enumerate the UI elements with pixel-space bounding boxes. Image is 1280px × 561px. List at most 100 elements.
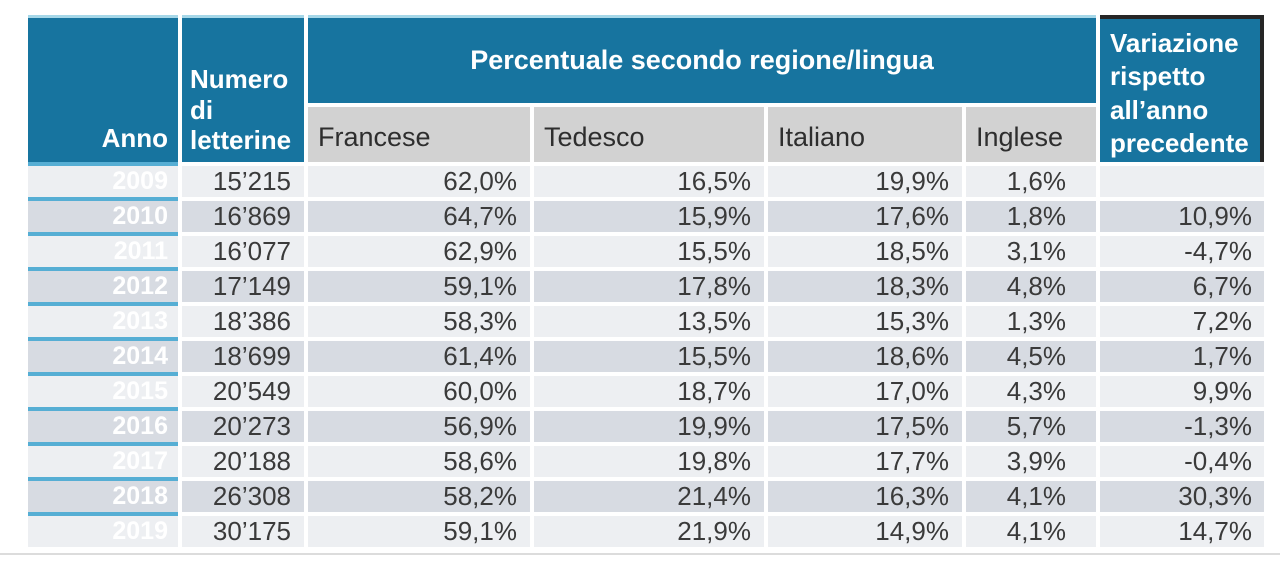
inglese-cell: 1,8%: [966, 201, 1096, 232]
year-cell: 2011: [28, 236, 178, 267]
italiano-cell: 17,7%: [768, 446, 962, 477]
numero-cell: 18’386: [182, 306, 304, 337]
header-numero-di-letterine: Numero di letterine: [182, 15, 304, 162]
francese-cell: 64,7%: [308, 201, 530, 232]
tedesco-cell: 16,5%: [534, 166, 764, 197]
variazione-cell: -0,4%: [1100, 446, 1264, 477]
numero-cell: 18’699: [182, 341, 304, 372]
italiano-cell: 14,9%: [768, 516, 962, 547]
year-cell: 2017: [28, 446, 178, 477]
inglese-cell: 4,1%: [966, 516, 1096, 547]
tedesco-cell: 15,5%: [534, 236, 764, 267]
francese-cell: 59,1%: [308, 516, 530, 547]
table-row-2012: 2012 17’149 59,1% 17,8% 18,3% 4,8% 6,7%: [28, 271, 1264, 302]
inglese-cell: 4,5%: [966, 341, 1096, 372]
italiano-cell: 17,5%: [768, 411, 962, 442]
header-lang-italiano: Italiano: [768, 107, 962, 162]
tedesco-cell: 21,4%: [534, 481, 764, 512]
numero-cell: 20’188: [182, 446, 304, 477]
tedesco-cell: 15,5%: [534, 341, 764, 372]
inglese-cell: 3,9%: [966, 446, 1096, 477]
francese-cell: 56,9%: [308, 411, 530, 442]
variazione-cell: 7,2%: [1100, 306, 1264, 337]
table-row-2009: 2009 15’215 62,0% 16,5% 19,9% 1,6%: [28, 166, 1264, 197]
variazione-cell: 10,9%: [1100, 201, 1264, 232]
francese-cell: 61,4%: [308, 341, 530, 372]
bottom-divider: [0, 553, 1280, 555]
numero-cell: 20’273: [182, 411, 304, 442]
table-row-2010: 2010 16’869 64,7% 15,9% 17,6% 1,8% 10,9%: [28, 201, 1264, 232]
italiano-cell: 17,0%: [768, 376, 962, 407]
variazione-cell: 30,3%: [1100, 481, 1264, 512]
year-cell: 2012: [28, 271, 178, 302]
table-row-2013: 2013 18’386 58,3% 13,5% 15,3% 1,3% 7,2%: [28, 306, 1264, 337]
table-row-2011: 2011 16’077 62,9% 15,5% 18,5% 3,1% -4,7%: [28, 236, 1264, 267]
francese-cell: 58,2%: [308, 481, 530, 512]
inglese-cell: 4,3%: [966, 376, 1096, 407]
header-lang-francese: Francese: [308, 107, 530, 162]
numero-cell: 26’308: [182, 481, 304, 512]
variazione-cell: -1,3%: [1100, 411, 1264, 442]
numero-cell: 16’869: [182, 201, 304, 232]
francese-cell: 59,1%: [308, 271, 530, 302]
variazione-cell: 14,7%: [1100, 516, 1264, 547]
table-row-2015: 2015 20’549 60,0% 18,7% 17,0% 4,3% 9,9%: [28, 376, 1264, 407]
numero-cell: 16’077: [182, 236, 304, 267]
header-percentuale-group: Percentuale secondo regione/lingua: [308, 15, 1096, 103]
year-cell: 2013: [28, 306, 178, 337]
francese-cell: 60,0%: [308, 376, 530, 407]
numero-cell: 20’549: [182, 376, 304, 407]
inglese-cell: 3,1%: [966, 236, 1096, 267]
table-body: 2009 15’215 62,0% 16,5% 19,9% 1,6% 2010 16’869 6…: [28, 166, 1264, 547]
year-cell: 2010: [28, 201, 178, 232]
italiano-cell: 15,3%: [768, 306, 962, 337]
numero-cell: 30’175: [182, 516, 304, 547]
year-cell: 2019: [28, 516, 178, 547]
year-cell: 2014: [28, 341, 178, 372]
variazione-cell: 1,7%: [1100, 341, 1264, 372]
numero-cell: 15’215: [182, 166, 304, 197]
inglese-cell: 4,8%: [966, 271, 1096, 302]
year-cell: 2009: [28, 166, 178, 197]
italiano-cell: 18,3%: [768, 271, 962, 302]
francese-cell: 62,9%: [308, 236, 530, 267]
header-lang-tedesco: Tedesco: [534, 107, 764, 162]
tedesco-cell: 15,9%: [534, 201, 764, 232]
table-row-2016: 2016 20’273 56,9% 19,9% 17,5% 5,7% -1,3%: [28, 411, 1264, 442]
table-row-2019: 2019 30’175 59,1% 21,9% 14,9% 4,1% 14,7%: [28, 516, 1264, 547]
tedesco-cell: 13,5%: [534, 306, 764, 337]
tedesco-cell: 19,9%: [534, 411, 764, 442]
year-cell: 2016: [28, 411, 178, 442]
table-header: Anno Numero di letterine Percentuale sec…: [28, 15, 1264, 162]
header-anno: Anno: [28, 15, 178, 162]
francese-cell: 58,3%: [308, 306, 530, 337]
header-lang-inglese: Inglese: [966, 107, 1096, 162]
tedesco-cell: 18,7%: [534, 376, 764, 407]
variazione-cell: [1100, 166, 1264, 197]
table-row-2014: 2014 18’699 61,4% 15,5% 18,6% 4,5% 1,7%: [28, 341, 1264, 372]
numero-cell: 17’149: [182, 271, 304, 302]
italiano-cell: 18,5%: [768, 236, 962, 267]
year-cell: 2015: [28, 376, 178, 407]
italiano-cell: 17,6%: [768, 201, 962, 232]
year-cell: 2018: [28, 481, 178, 512]
italiano-cell: 18,6%: [768, 341, 962, 372]
francese-cell: 58,6%: [308, 446, 530, 477]
variazione-cell: -4,7%: [1100, 236, 1264, 267]
letters-by-language-table: Anno Numero di letterine Percentuale sec…: [24, 11, 1268, 551]
tedesco-cell: 21,9%: [534, 516, 764, 547]
italiano-cell: 19,9%: [768, 166, 962, 197]
header-variazione: Variazione rispetto all’anno precedente: [1100, 15, 1264, 162]
table-row-2017: 2017 20’188 58,6% 19,8% 17,7% 3,9% -0,4%: [28, 446, 1264, 477]
variazione-cell: 6,7%: [1100, 271, 1264, 302]
inglese-cell: 1,3%: [966, 306, 1096, 337]
italiano-cell: 16,3%: [768, 481, 962, 512]
table-row-2018: 2018 26’308 58,2% 21,4% 16,3% 4,1% 30,3%: [28, 481, 1264, 512]
tedesco-cell: 17,8%: [534, 271, 764, 302]
inglese-cell: 4,1%: [966, 481, 1096, 512]
inglese-cell: 5,7%: [966, 411, 1096, 442]
variazione-cell: 9,9%: [1100, 376, 1264, 407]
inglese-cell: 1,6%: [966, 166, 1096, 197]
tedesco-cell: 19,8%: [534, 446, 764, 477]
